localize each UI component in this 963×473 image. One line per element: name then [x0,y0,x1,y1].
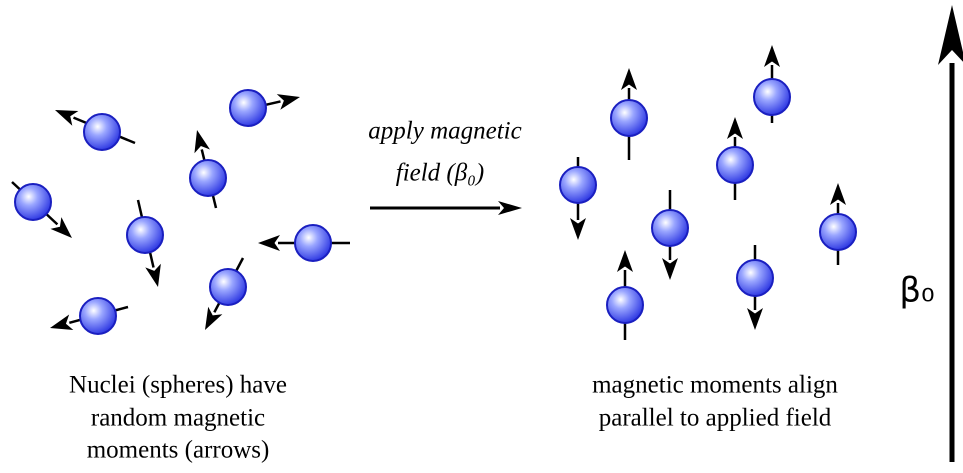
arrow-label: field (β₀) [396,160,484,187]
nucleus [717,147,753,183]
nucleus [80,298,116,334]
right-caption: magnetic moments align [592,372,838,399]
nucleus [84,114,120,150]
nucleus [230,90,266,126]
nucleus [190,160,226,196]
nucleus [560,167,596,203]
nucleus [127,217,163,253]
nucleus [820,214,856,250]
apply-arrow-head [498,201,522,215]
diagram: apply magnetic field (β₀) Nuclei (sphere… [0,0,963,473]
moment-head [662,258,678,280]
nucleus [295,225,331,261]
left-caption: Nuclei (spheres) have [69,372,287,399]
nucleus [607,287,643,323]
moment-head [570,218,586,240]
nucleus [210,269,246,305]
moment-head [830,183,846,205]
moment-head [205,307,222,330]
field-arrow-head [938,5,963,65]
left-caption: moments (arrows) [87,437,270,464]
right-caption: parallel to applied field [599,405,832,432]
nucleus [754,79,790,115]
arrow-label: apply magnetic [368,118,521,145]
nucleus [611,100,647,136]
moment-head [258,235,280,251]
page: apply magnetic field (β₀) Nuclei (sphere… [0,0,963,473]
moment-head [727,117,743,139]
field-label: β₀ [899,271,934,311]
nucleus [15,184,51,220]
moment-head [621,68,637,90]
nucleus [652,210,688,246]
moment-head [764,45,780,67]
nucleus [737,260,773,296]
left-caption: random magnetic [91,405,265,432]
moment-head [617,250,633,272]
moment-head [747,308,763,330]
